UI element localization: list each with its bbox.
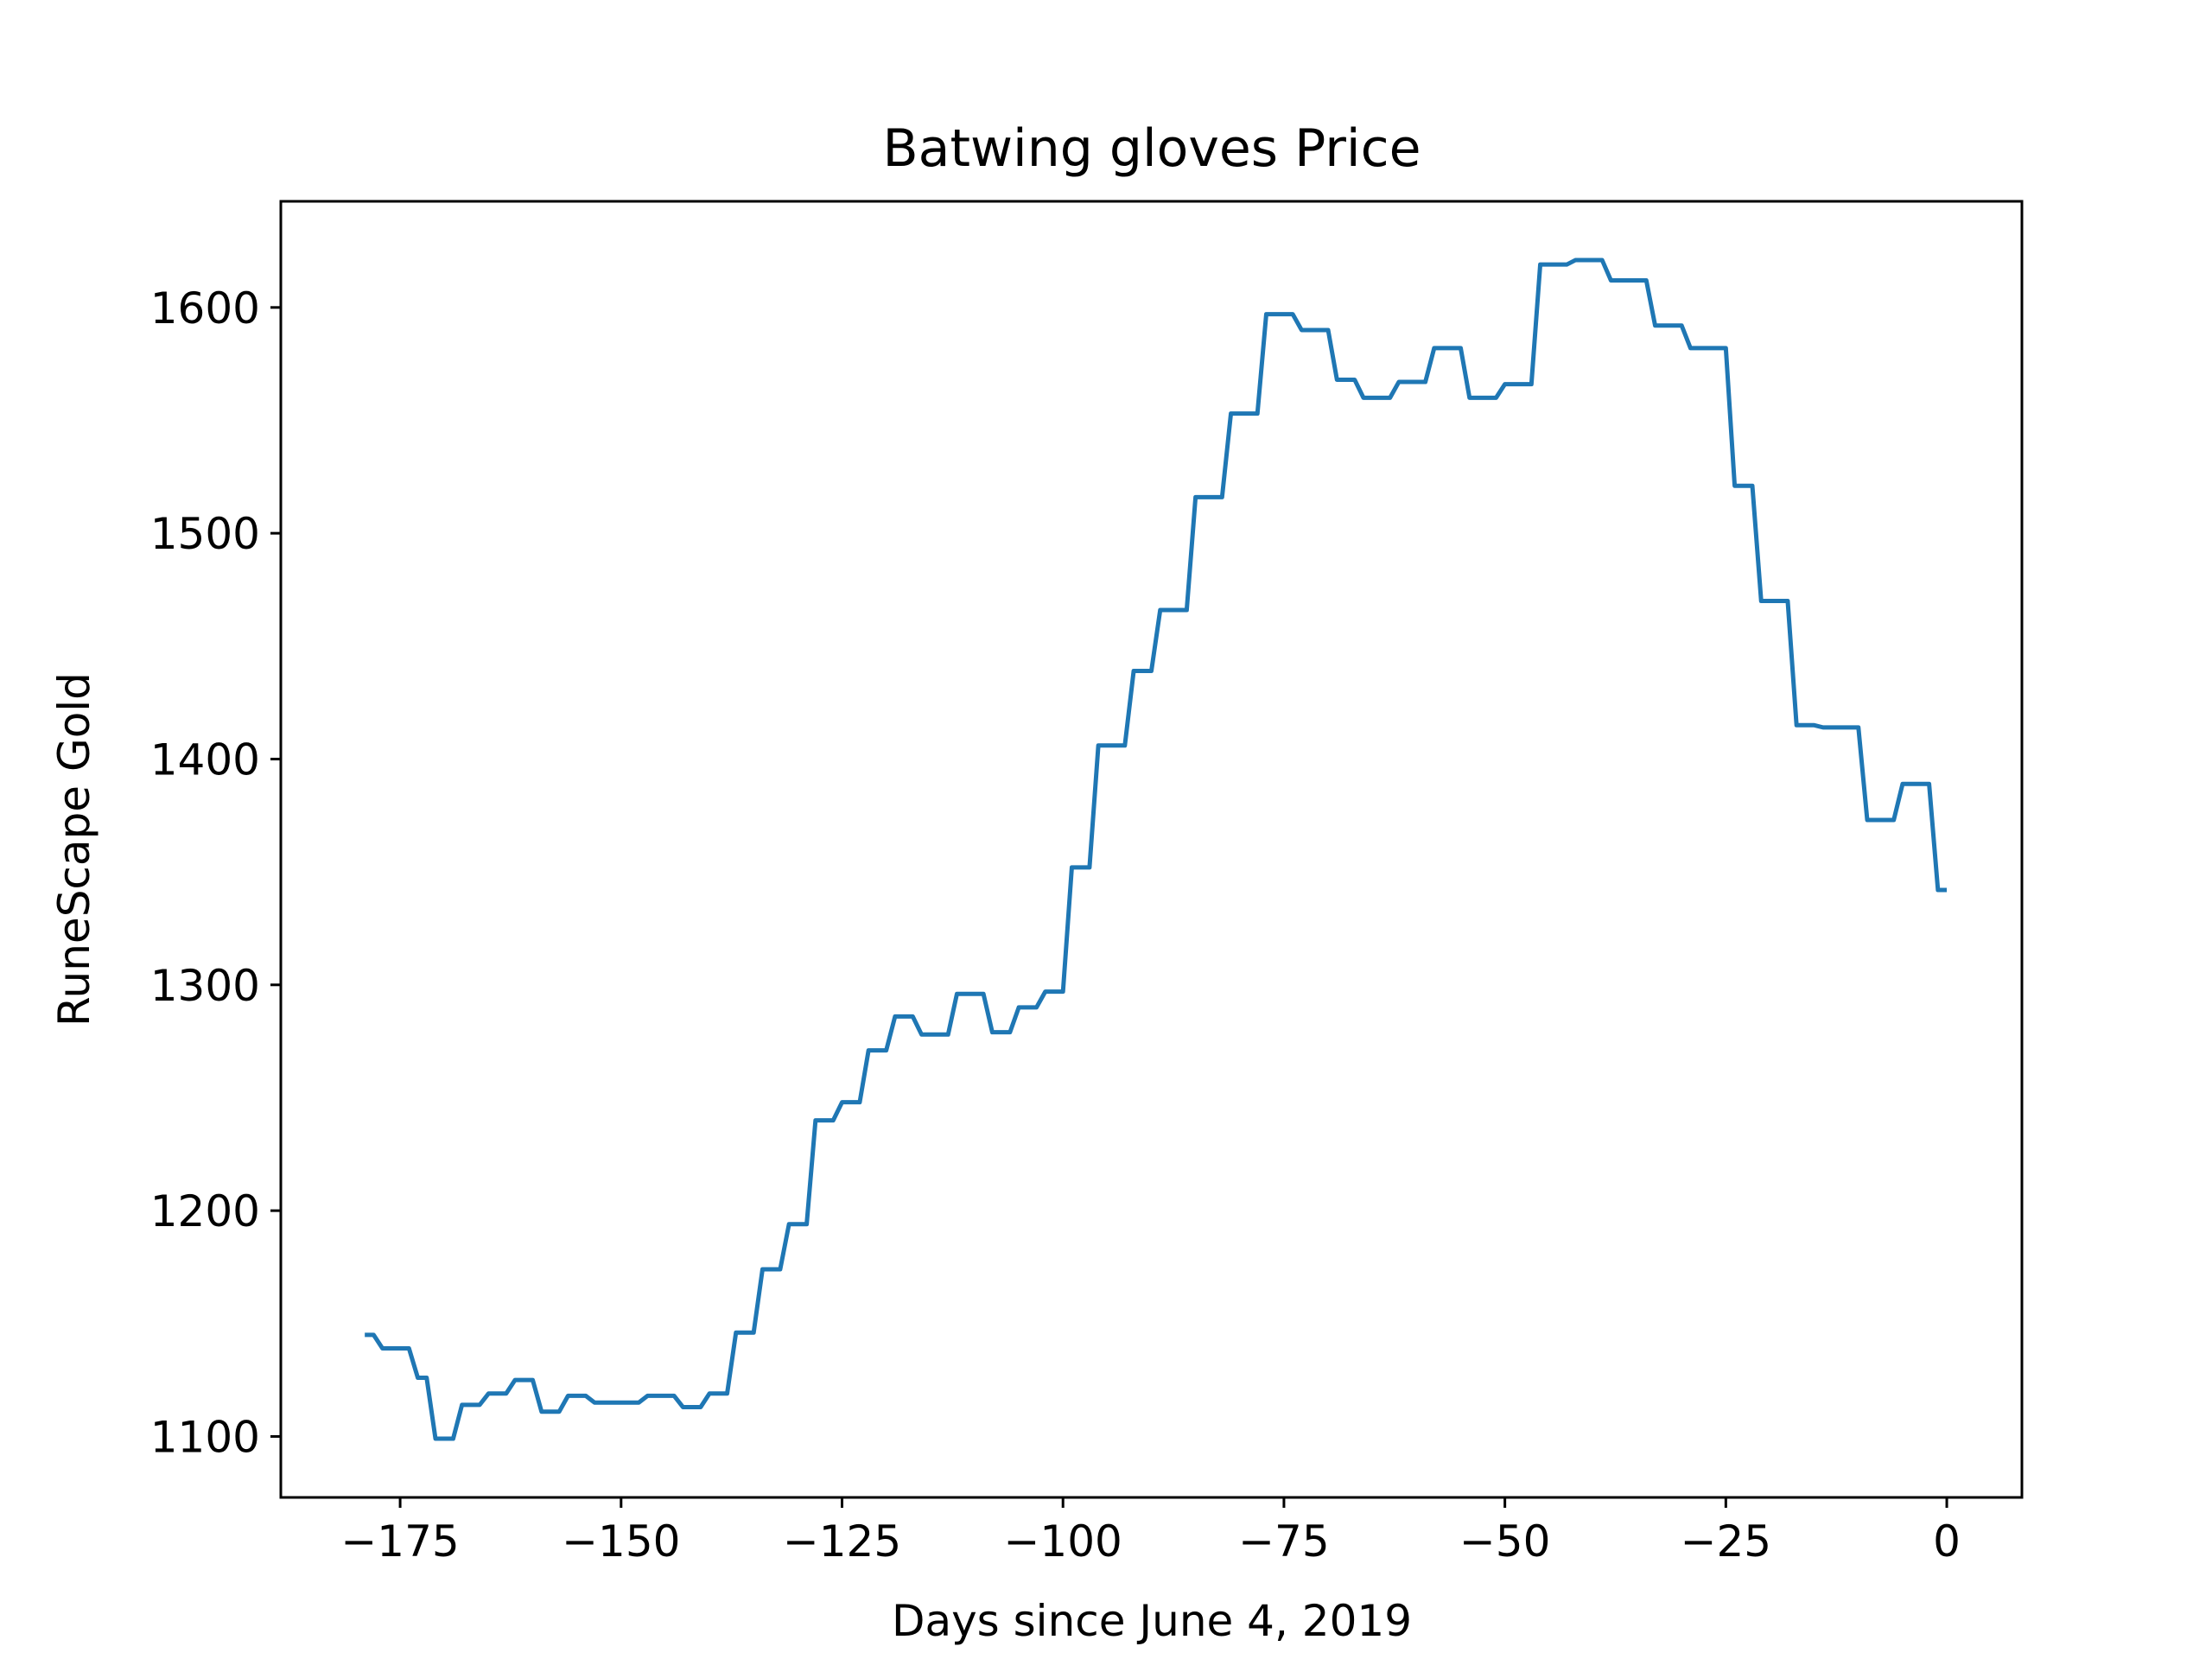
x-tick-label: −75 — [1238, 1516, 1330, 1567]
y-axis: 1100 1200 1300 1400 1500 1600 — [150, 283, 281, 1462]
x-tick-label: −175 — [340, 1516, 459, 1567]
y-tick-label: 1300 — [150, 961, 260, 1011]
y-tick-label: 1100 — [150, 1412, 260, 1462]
y-axis-label: RuneScape Gold — [49, 672, 99, 1027]
plot-area — [279, 200, 2024, 1499]
x-tick-label: 0 — [1933, 1516, 1961, 1567]
x-axis-label: Days since June 4, 2019 — [892, 1596, 1412, 1646]
x-tick-label: −125 — [783, 1516, 901, 1567]
price-line — [365, 257, 1948, 1441]
y-tick-label: 1500 — [150, 509, 260, 559]
y-tick-label: 1400 — [150, 734, 260, 785]
x-tick-label: −150 — [562, 1516, 680, 1567]
y-tick-label: 1200 — [150, 1186, 260, 1236]
y-tick-label: 1600 — [150, 283, 260, 334]
x-tick-label: −25 — [1681, 1516, 1772, 1567]
x-tick-label: −50 — [1459, 1516, 1551, 1567]
x-tick-label: −100 — [1004, 1516, 1122, 1567]
x-axis: −175 −150 −125 −100 −75 −50 −25 0 — [340, 1497, 1961, 1567]
chart-title: Batwing gloves Price — [883, 118, 1421, 179]
axes-frame — [279, 200, 2024, 1499]
